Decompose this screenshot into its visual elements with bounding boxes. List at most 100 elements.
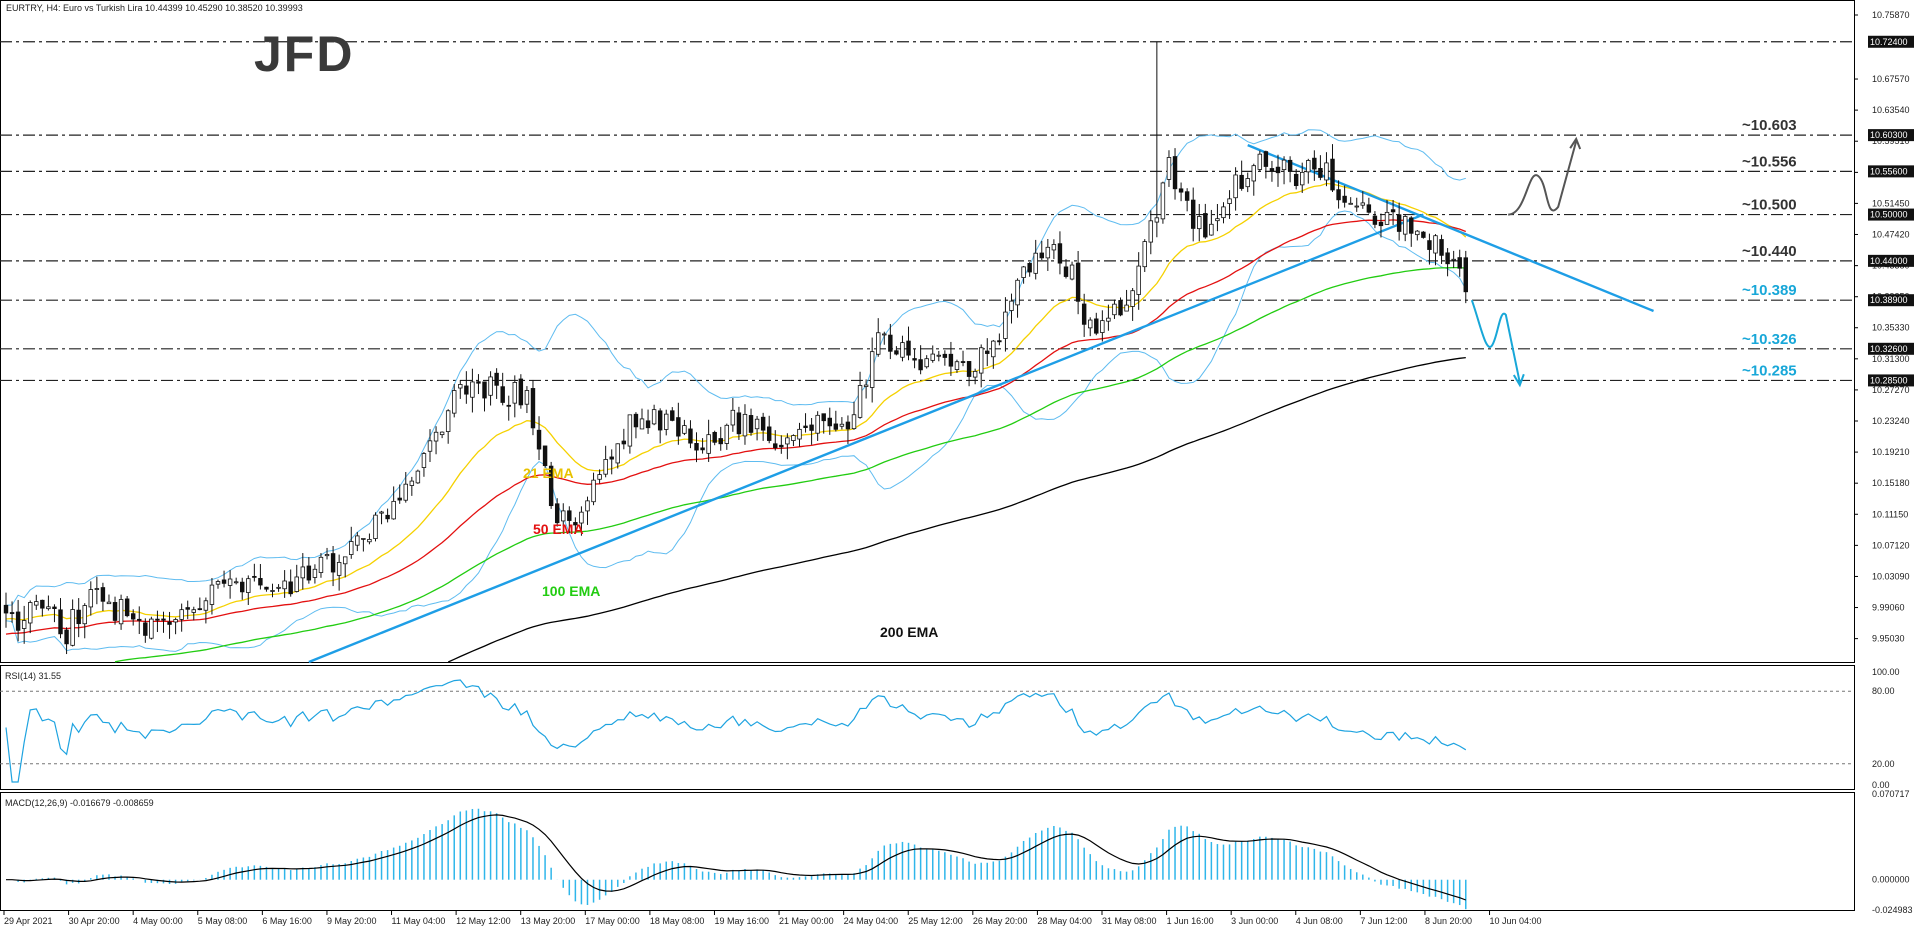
level-label: ~10.556 — [1742, 153, 1797, 170]
candle-body — [1281, 159, 1287, 171]
candle-body — [1094, 318, 1099, 334]
candle-body — [252, 575, 257, 578]
candle-body — [373, 514, 378, 539]
time-tick-label: 24 May 04:00 — [844, 916, 899, 926]
level-labels: ~10.603 ~10.556 ~10.500 ~10.440 ~10.389 ~10.3… — [1742, 117, 1797, 379]
ema50-label: 50 EMA — [533, 521, 584, 537]
bullish-arrow — [1507, 141, 1578, 216]
candle-body — [1269, 168, 1275, 172]
time-tick-label: 12 May 12:00 — [456, 916, 511, 926]
ema-lines — [5, 182, 1467, 663]
candle-body — [591, 479, 596, 503]
candle-body — [633, 413, 639, 428]
candle-body — [548, 465, 554, 507]
candle-body — [542, 445, 548, 467]
price-tick-label: 10.03090 — [1872, 571, 1910, 581]
candle-body — [112, 602, 118, 621]
candle-body — [1148, 220, 1154, 243]
price-badge-label: 10.28500 — [1870, 375, 1908, 385]
candle-body — [1003, 311, 1008, 339]
candle-body — [34, 601, 39, 606]
candle-body — [173, 619, 178, 623]
ema200-line — [447, 356, 1466, 663]
candle-body — [427, 440, 433, 452]
candle-body — [960, 361, 966, 363]
candle-body — [785, 437, 790, 445]
candle-body — [712, 431, 717, 443]
time-tick-label: 4 Jun 08:00 — [1296, 916, 1343, 926]
trend-lines — [308, 144, 1654, 664]
candle-body — [1203, 213, 1208, 238]
candle-body — [130, 613, 136, 620]
price-badge-label: 10.32600 — [1870, 344, 1908, 354]
candle-body — [718, 438, 723, 445]
price-axis: 10.7587010.6757010.6354010.5951010.55470… — [1854, 10, 1910, 644]
candle-body — [1409, 217, 1414, 234]
candle-body — [137, 618, 142, 621]
candle-body — [197, 608, 203, 611]
candle-body — [882, 333, 887, 336]
candle-body — [530, 388, 536, 429]
rsi-tick-label: 0.00 — [1872, 780, 1890, 790]
candle-body — [1396, 214, 1402, 232]
price-tick-label: 10.63540 — [1872, 105, 1910, 115]
downtrend-line — [1247, 144, 1654, 313]
price-tick-label: 10.27270 — [1872, 385, 1910, 395]
candle-body — [1009, 300, 1014, 311]
candle-body — [912, 358, 917, 361]
candle-body — [282, 580, 287, 590]
candle-body — [682, 425, 687, 434]
candle-body — [1390, 209, 1396, 213]
level-label: ~10.326 — [1742, 331, 1797, 348]
candle-body — [821, 413, 826, 422]
candle-body — [1233, 174, 1238, 199]
candle-body — [349, 541, 354, 555]
candle-body — [760, 416, 766, 431]
candle-body — [815, 414, 820, 434]
candle-body — [670, 410, 675, 421]
candle-body — [143, 622, 148, 636]
candle-body — [645, 420, 651, 429]
level-label: ~10.500 — [1742, 197, 1797, 214]
candle-body — [773, 443, 778, 449]
candle-body — [46, 606, 51, 610]
jfd-logo: JFD — [254, 26, 354, 82]
candle-body — [1057, 243, 1063, 264]
candle-body — [233, 581, 239, 584]
candle-body — [651, 409, 657, 425]
candle-body — [367, 538, 372, 543]
candle-body — [149, 618, 154, 639]
candle-body — [397, 497, 402, 501]
candle-body — [754, 418, 760, 430]
candle-body — [324, 554, 330, 557]
candle-body — [954, 361, 960, 370]
time-tick-label: 11 May 04:00 — [392, 916, 446, 926]
candle-body — [1275, 166, 1281, 174]
candle-body — [1439, 239, 1444, 256]
candle-body — [1051, 244, 1057, 251]
time-tick-label: 17 May 00:00 — [585, 916, 640, 926]
ema21-line — [5, 182, 1467, 621]
time-tick-label: 31 May 08:00 — [1102, 916, 1157, 926]
candle-body — [28, 602, 33, 624]
candle-body — [1178, 188, 1184, 193]
candle-body — [827, 417, 832, 427]
candle-body — [1100, 320, 1105, 333]
candle-body — [246, 578, 251, 593]
candle-body — [694, 443, 699, 451]
macd-tick-label: 0.000000 — [1872, 875, 1910, 885]
rsi-panel: 100.00 80.00 20.00 0.00 — [0, 667, 1900, 790]
candle-body — [191, 609, 196, 613]
candle-body — [748, 415, 754, 433]
candle-body — [845, 421, 851, 430]
candle-body — [730, 409, 736, 426]
candle-body — [215, 581, 221, 585]
rsi-tick-label: 100.00 — [1872, 667, 1900, 677]
candle-body — [482, 381, 487, 399]
candle-body — [639, 418, 645, 430]
candle-body — [1221, 206, 1226, 219]
candle-body — [94, 588, 100, 590]
candle-body — [809, 424, 814, 431]
candle-body — [40, 599, 45, 609]
